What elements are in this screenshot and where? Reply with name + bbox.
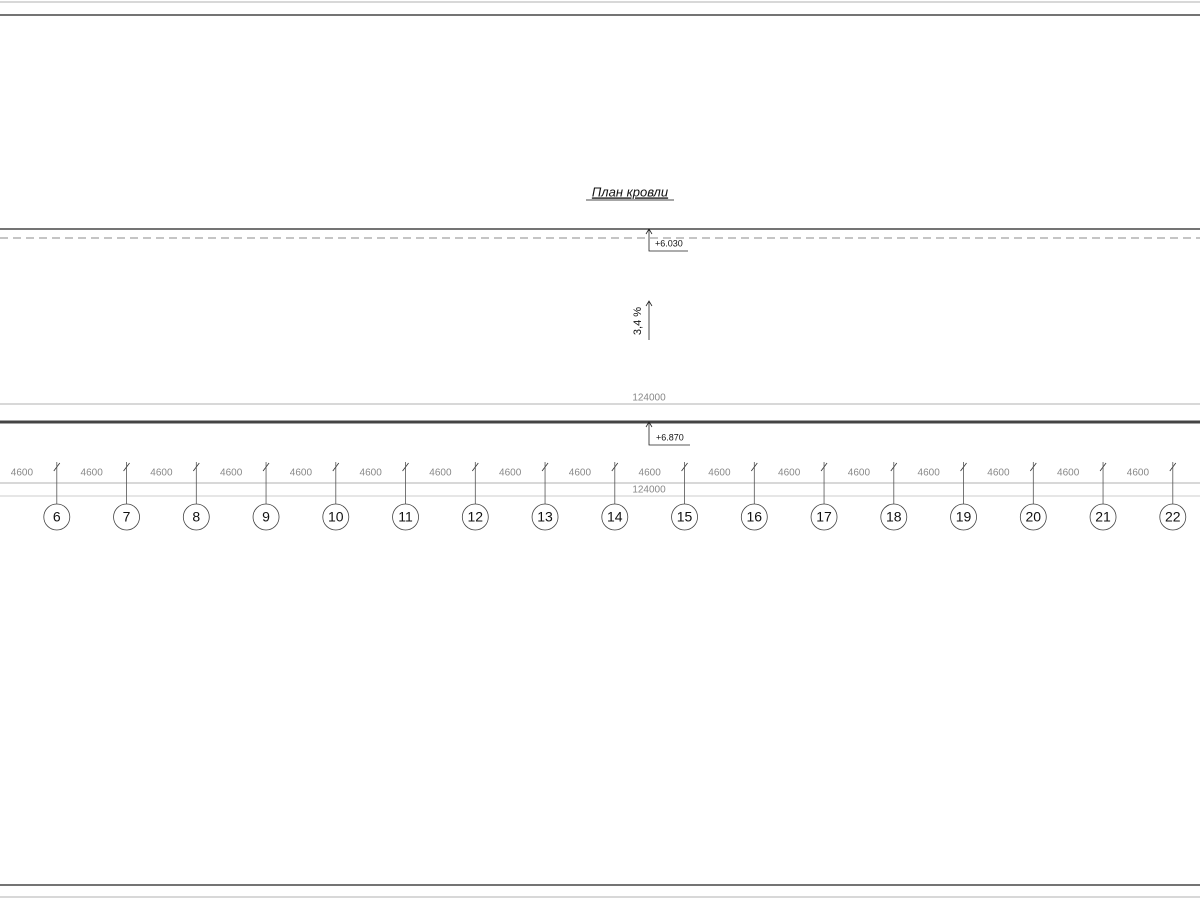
axis-label: 13 — [537, 509, 553, 525]
bay-dimension: 4600 — [987, 468, 1010, 479]
axis-bubble — [182, 503, 210, 531]
bay-dimension: 4600 — [708, 468, 731, 479]
axis-bubble — [252, 503, 280, 531]
axis-bubble — [1159, 503, 1187, 531]
bay-dimension: 4600 — [1127, 468, 1150, 479]
axis-label: 6 — [53, 509, 61, 525]
axis-label: 15 — [677, 509, 693, 525]
axis-label: 17 — [816, 509, 832, 525]
axis-label: 12 — [468, 509, 484, 525]
drawing-title: План кровли — [592, 184, 668, 199]
axis-bubble — [740, 503, 768, 531]
overall-dimension: 124000 — [632, 485, 666, 496]
axis-label: 14 — [607, 509, 623, 525]
axis-label: 7 — [123, 509, 131, 525]
bay-dimension: 4600 — [11, 468, 34, 479]
axis-bubble — [1089, 503, 1117, 531]
axis-bubble — [461, 503, 489, 531]
bay-dimension: 4600 — [429, 468, 452, 479]
axis-bubble — [950, 503, 977, 531]
elevation-label: +6.870 — [656, 432, 684, 442]
axis-label: 21 — [1095, 509, 1111, 525]
axis-bubble — [880, 503, 908, 531]
elevation-marker — [645, 228, 688, 252]
axis-bubble — [113, 503, 140, 531]
axis-label: 20 — [1026, 509, 1042, 525]
axis-bubble — [1019, 503, 1047, 531]
bay-dimension: 4600 — [499, 468, 522, 479]
slope-label: 3,4 % — [632, 307, 644, 335]
axis-bubble — [43, 503, 71, 531]
axis-grid: 4600 4600 4600 4600 4600 4600 4600 4600 4600 4600… — [11, 462, 1187, 531]
axis-label: 11 — [398, 509, 413, 525]
bay-dimension: 4600 — [918, 468, 941, 479]
axis-bubble — [531, 503, 559, 531]
axis-bubble — [671, 503, 698, 531]
overall-dimension: 124000 — [632, 393, 666, 404]
axis-label: 16 — [747, 509, 763, 525]
bay-dimension: 4600 — [778, 468, 801, 479]
slope-arrow — [645, 300, 653, 340]
axis-label: 19 — [956, 509, 972, 525]
elevation-label: +6.030 — [655, 238, 683, 248]
axis-label: 9 — [262, 509, 270, 525]
bay-dimension: 4600 — [569, 468, 592, 479]
axis-label: 22 — [1165, 509, 1181, 525]
axis-bubble — [322, 503, 350, 531]
bay-dimension: 4600 — [360, 468, 383, 479]
bay-dimension: 4600 — [639, 468, 662, 479]
axis-bubble — [392, 503, 419, 531]
bay-dimension: 4600 — [290, 468, 313, 479]
bay-dimension: 4600 — [1057, 468, 1080, 479]
axis-bubble — [601, 503, 629, 531]
axis-label: 8 — [192, 509, 200, 525]
bay-dimension: 4600 — [220, 468, 243, 479]
bay-dimension: 4600 — [81, 468, 104, 479]
axis-bubble — [810, 503, 838, 531]
elevation-marker — [645, 421, 690, 446]
bay-dimension: 4600 — [848, 468, 871, 479]
axis-label: 10 — [328, 509, 344, 525]
bay-dimension: 4600 — [150, 468, 173, 479]
axis-label: 18 — [886, 509, 902, 525]
